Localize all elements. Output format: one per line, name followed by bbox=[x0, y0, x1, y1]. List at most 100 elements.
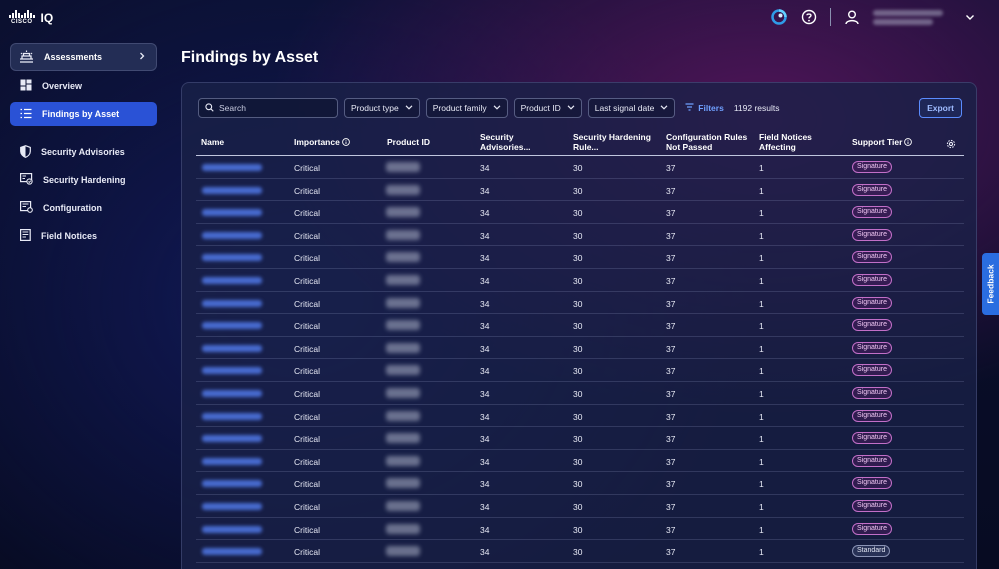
table-header: Name Importance Product ID Security Advisor… bbox=[196, 128, 964, 156]
column-header-configuration-rules-not-passed[interactable]: Configuration Rules Not Passed bbox=[666, 132, 756, 152]
table-row[interactable]: Critical 34 30 37 1 Signature bbox=[196, 382, 964, 405]
asset-name-link-redacted[interactable] bbox=[202, 367, 262, 375]
table-row[interactable]: Critical 34 30 37 1 Signature bbox=[196, 156, 964, 179]
cell-hardening: 30 bbox=[573, 366, 583, 377]
search-input[interactable] bbox=[219, 103, 329, 113]
cisco-iq-logo[interactable]: CISCO IQ bbox=[9, 10, 53, 25]
product-id-dropdown[interactable]: Product ID bbox=[513, 98, 582, 118]
cell-field-notices: 1 bbox=[759, 524, 764, 535]
chevron-down-icon[interactable] bbox=[961, 8, 979, 26]
column-header-label: Support Tier bbox=[852, 137, 903, 147]
document-icon bbox=[20, 229, 31, 243]
dropdown-label: Last signal date bbox=[594, 103, 655, 113]
table-row[interactable]: Critical 34 30 37 1 Signature bbox=[196, 246, 964, 269]
product-id-redacted bbox=[386, 387, 420, 398]
export-button[interactable]: Export bbox=[919, 98, 962, 118]
user-name-redacted[interactable] bbox=[873, 9, 949, 25]
table-row[interactable]: Critical 34 30 37 1 Signature bbox=[196, 292, 964, 315]
cisco-assistant-icon[interactable] bbox=[770, 8, 788, 26]
asset-name-link-redacted[interactable] bbox=[202, 457, 262, 465]
asset-name-link-redacted[interactable] bbox=[202, 344, 262, 352]
asset-name-link-redacted[interactable] bbox=[202, 164, 262, 171]
support-tier-badge: Signature bbox=[852, 386, 892, 399]
sidebar-item-label: Configuration bbox=[43, 203, 102, 213]
product-type-dropdown[interactable]: Product type bbox=[344, 98, 420, 118]
asset-name-link-redacted[interactable] bbox=[202, 231, 262, 239]
assessments-button[interactable]: Assessments bbox=[10, 43, 157, 71]
cell-config: 37 bbox=[666, 163, 676, 173]
sidebar-item-overview[interactable]: Overview bbox=[10, 74, 157, 98]
column-header-label: Configuration Rules Not Passed bbox=[666, 132, 748, 152]
table-row[interactable]: Critical 34 30 37 1 Signature bbox=[196, 269, 964, 292]
column-header-importance[interactable]: Importance bbox=[294, 137, 379, 147]
table-row[interactable]: Critical 34 30 37 1 Signature bbox=[196, 495, 964, 518]
table-row[interactable]: Critical 34 30 37 1 Signature bbox=[196, 201, 964, 224]
support-tier-badge: Signature bbox=[852, 251, 892, 264]
column-header-name[interactable]: Name bbox=[201, 137, 286, 147]
cell-hardening: 30 bbox=[573, 479, 583, 490]
asset-name-link-redacted[interactable] bbox=[202, 480, 262, 488]
asset-name-link-redacted[interactable] bbox=[202, 299, 262, 307]
asset-name-link-redacted[interactable] bbox=[202, 322, 262, 330]
table-row[interactable]: Critical 34 30 37 1 Signature bbox=[196, 450, 964, 473]
sidebar-item-field-notices[interactable]: Field Notices bbox=[10, 224, 157, 248]
asset-name-link-redacted[interactable] bbox=[202, 276, 262, 284]
asset-name-link-redacted[interactable] bbox=[202, 435, 262, 443]
filters-button[interactable]: Filters bbox=[685, 103, 724, 113]
last-signal-date-dropdown[interactable]: Last signal date bbox=[587, 98, 676, 118]
cell-config: 37 bbox=[666, 298, 676, 309]
asset-name-link-redacted[interactable] bbox=[202, 412, 262, 420]
asset-name-link-redacted[interactable] bbox=[202, 254, 262, 262]
feedback-tab[interactable]: Feedback bbox=[982, 253, 999, 315]
asset-name-link-redacted[interactable] bbox=[202, 389, 262, 397]
table-row[interactable]: Critical 34 30 37 1 Signature bbox=[196, 314, 964, 337]
column-header-product-id[interactable]: Product ID bbox=[387, 137, 472, 147]
asset-name-link-redacted[interactable] bbox=[202, 186, 262, 194]
product-family-dropdown[interactable]: Product family bbox=[425, 98, 508, 118]
sidebar-item-security-advisories[interactable]: Security Advisories bbox=[10, 140, 157, 164]
cell-config: 37 bbox=[666, 434, 676, 445]
chevron-right-icon bbox=[138, 52, 146, 62]
cell-field-notices: 1 bbox=[759, 456, 764, 467]
user-icon[interactable] bbox=[843, 8, 861, 26]
asset-name-link-redacted[interactable] bbox=[202, 525, 262, 533]
asset-name-link-redacted[interactable] bbox=[202, 209, 262, 217]
product-id-redacted bbox=[386, 184, 420, 195]
product-id-redacted bbox=[386, 274, 420, 285]
product-id-redacted bbox=[386, 207, 420, 218]
sidebar-item-security-hardening[interactable]: Security Hardening bbox=[10, 168, 157, 192]
info-icon[interactable] bbox=[341, 137, 350, 147]
cell-hardening: 30 bbox=[573, 321, 583, 332]
sidebar-item-configuration[interactable]: Configuration bbox=[10, 196, 157, 220]
cell-hardening: 30 bbox=[573, 343, 583, 354]
search-field[interactable] bbox=[198, 98, 338, 118]
table-row[interactable]: Critical 34 30 37 1 Signature bbox=[196, 179, 964, 202]
support-tier-badge: Signature bbox=[852, 341, 892, 354]
column-header-security-hardening-rule[interactable]: Security Hardening Rule... bbox=[573, 132, 658, 152]
product-id-redacted bbox=[386, 455, 420, 466]
info-icon[interactable] bbox=[904, 137, 913, 147]
column-settings-gear-icon[interactable] bbox=[946, 136, 956, 154]
table-row[interactable]: Critical 34 30 37 1 Signature bbox=[196, 405, 964, 428]
column-header-field-notices-affecting[interactable]: Field Notices Affecting bbox=[759, 132, 844, 152]
sidebar-item-findings-by-asset[interactable]: Findings by Asset bbox=[10, 102, 157, 126]
asset-name-link-redacted[interactable] bbox=[202, 502, 262, 510]
help-icon[interactable] bbox=[800, 8, 818, 26]
cell-advisories: 34 bbox=[480, 388, 490, 399]
cell-advisories: 34 bbox=[480, 501, 490, 512]
cell-field-notices: 1 bbox=[759, 366, 764, 377]
column-header-support-tier[interactable]: Support Tier bbox=[852, 137, 942, 147]
asset-name-link-redacted[interactable] bbox=[202, 548, 262, 556]
table-row[interactable]: Critical 34 30 37 1 Signature bbox=[196, 224, 964, 247]
filter-icon bbox=[685, 103, 694, 113]
table-row[interactable]: Critical 34 30 37 1 Standard bbox=[196, 540, 964, 563]
table-row[interactable]: Critical 34 30 37 1 Signature bbox=[196, 337, 964, 360]
table-row[interactable]: Critical 34 30 37 1 Signature bbox=[196, 472, 964, 495]
table-row[interactable]: Critical 34 30 37 1 Signature bbox=[196, 359, 964, 382]
column-header-security-advisories[interactable]: Security Advisories... bbox=[480, 132, 565, 152]
table-row[interactable]: Critical 34 30 37 1 Signature bbox=[196, 518, 964, 541]
product-id-redacted bbox=[386, 320, 420, 331]
table-row[interactable]: Critical 34 30 37 1 Signature bbox=[196, 427, 964, 450]
configuration-icon bbox=[20, 201, 33, 215]
cell-importance: Critical bbox=[294, 321, 320, 332]
